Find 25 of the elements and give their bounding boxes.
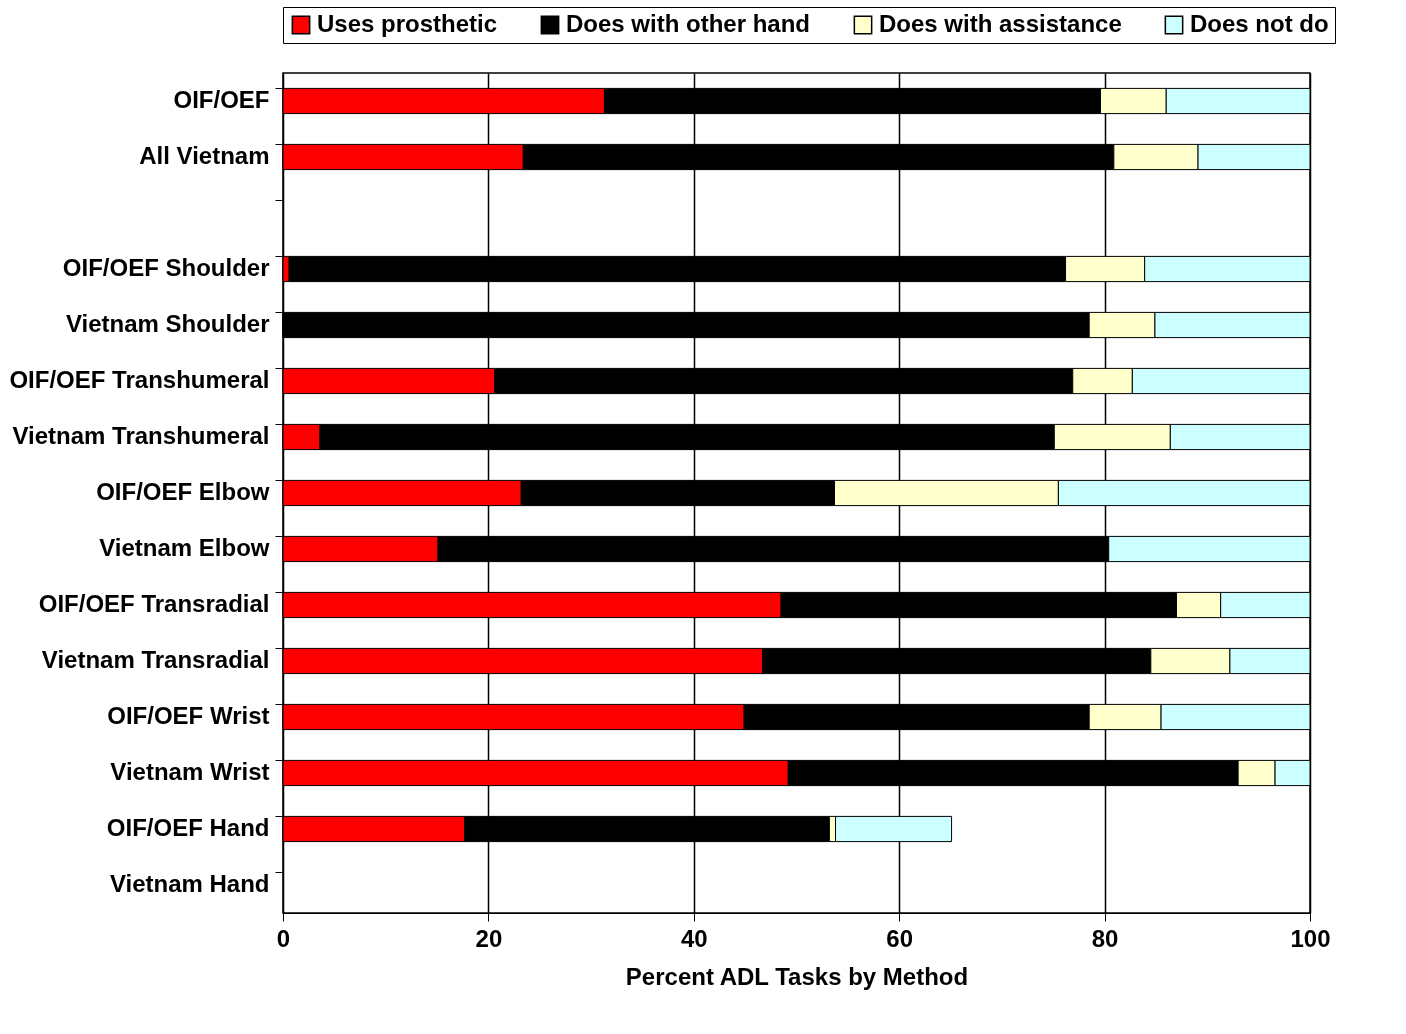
x-tick-label: 80 xyxy=(1091,924,1119,952)
y-tick-label: Vietnam Shoulder xyxy=(65,310,270,337)
legend-label: Does with other hand xyxy=(566,10,811,37)
legend-label: Uses prosthetic xyxy=(317,10,498,37)
legend-label: Does with assistance xyxy=(879,10,1122,37)
x-tick-label: 0 xyxy=(276,924,291,952)
y-tick-label: OIF/OEF Shoulder xyxy=(62,254,270,281)
x-axis-title: Percent ADL Tasks by Method xyxy=(625,962,969,990)
y-tick-label: OIF/OEF Transhumeral xyxy=(9,366,270,393)
y-tick-label: Vietnam Transhumeral xyxy=(12,422,270,449)
y-tick-label: Vietnam Hand xyxy=(109,870,270,897)
x-tick-label: 40 xyxy=(680,924,708,952)
y-tick-label: OIF/OEF Elbow xyxy=(96,478,270,505)
y-tick-label: OIF/OEF Wrist xyxy=(107,702,270,729)
x-tick-label: 20 xyxy=(475,924,503,952)
y-tick-label: OIF/OEF Hand xyxy=(106,814,270,841)
y-tick-label: Vietnam Wrist xyxy=(110,758,270,785)
y-tick-label: Vietnam Transradial xyxy=(41,646,270,673)
y-tick-label: Vietnam Elbow xyxy=(99,534,270,561)
x-tick-label: 100 xyxy=(1290,924,1331,952)
legend-label: Does not do xyxy=(1190,10,1329,37)
y-tick-label: OIF/OEF Transradial xyxy=(38,590,270,617)
y-tick-label: All Vietnam xyxy=(139,142,270,169)
y-tick-label: OIF/OEF xyxy=(173,86,270,113)
x-tick-label: 60 xyxy=(886,924,914,952)
